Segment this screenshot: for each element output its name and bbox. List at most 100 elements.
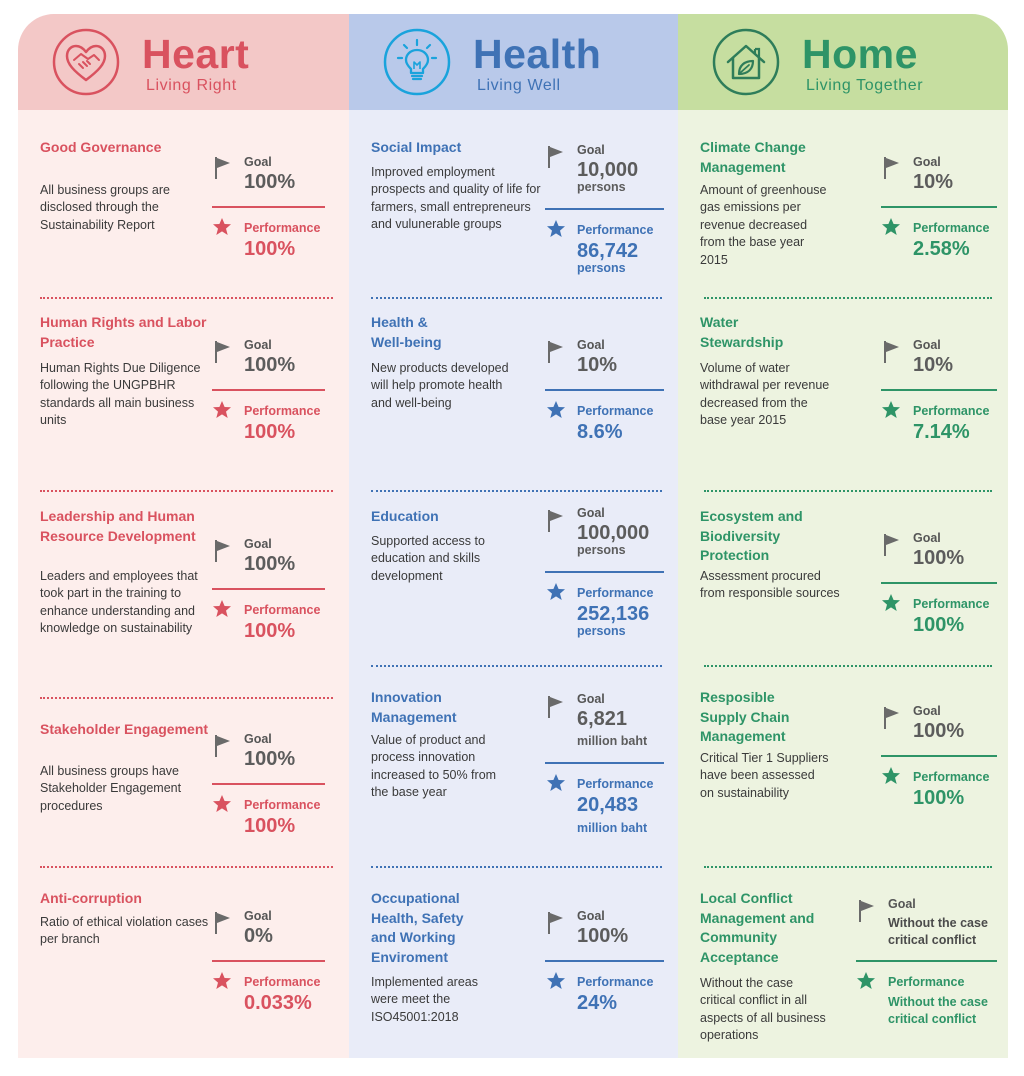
item-title: Occupational Health, Safety and Working …	[371, 890, 464, 965]
performance-value: 8.6%	[577, 421, 623, 443]
lightbulb-icon	[383, 28, 451, 96]
goal-label: Goal	[577, 909, 605, 923]
star-icon	[547, 401, 565, 418]
flag-icon	[548, 341, 563, 363]
item-title: Health & Well-being	[371, 314, 442, 350]
health-subtitle: Living Well	[477, 77, 561, 94]
divider	[881, 755, 997, 757]
dotted-divider	[40, 297, 333, 299]
flag-icon	[548, 912, 563, 934]
goal-value: 10,000	[577, 159, 639, 181]
goal-value: 10%	[577, 354, 618, 376]
performance-value: 100%	[244, 620, 296, 642]
house-leaf-icon	[712, 28, 780, 96]
goal-label: Goal	[913, 704, 941, 718]
star-icon	[882, 401, 900, 418]
home-header: Home Living Together	[678, 14, 1008, 110]
divider	[212, 960, 325, 962]
performance-label: Performance	[577, 777, 654, 791]
item-title: Water Stewardship	[700, 314, 784, 350]
star-icon	[213, 218, 231, 235]
divider	[881, 206, 997, 208]
item-description: Without the case critical conflict in al…	[700, 976, 826, 1043]
flag-icon	[548, 696, 563, 718]
star-icon	[882, 767, 900, 784]
dotted-divider	[704, 665, 992, 667]
dotted-divider	[371, 866, 662, 868]
flag-icon	[215, 540, 230, 562]
divider	[545, 762, 664, 764]
star-icon	[547, 972, 565, 989]
item-title: Local Conflict Management and Community …	[700, 890, 815, 965]
goal-label: Goal	[913, 338, 941, 352]
performance-value: 100%	[913, 787, 965, 809]
star-icon	[547, 583, 565, 600]
goal-label: Goal	[577, 143, 605, 157]
performance-value: 20,483	[577, 794, 639, 816]
performance-value: 100%	[244, 815, 296, 837]
star-icon	[882, 594, 900, 611]
goal-label: Goal	[244, 909, 272, 923]
item-description: Assessment procured from responsible sou…	[700, 569, 840, 601]
goal-value: 100%	[244, 354, 296, 376]
performance-value: 100%	[913, 614, 965, 636]
divider	[881, 582, 997, 584]
goal-label: Goal	[244, 732, 272, 746]
goal-label: Goal	[577, 506, 605, 520]
item-title: Climate Change Management	[700, 139, 806, 175]
performance-label: Performance	[913, 597, 990, 611]
performance-label: Performance	[244, 221, 321, 235]
performance-value: 86,742	[577, 240, 639, 262]
performance-label: Performance	[577, 404, 654, 418]
star-icon	[547, 774, 565, 791]
goal-label: Goal	[577, 692, 605, 706]
divider	[856, 960, 997, 962]
goal-value: 6,821	[577, 708, 628, 730]
divider	[545, 208, 664, 210]
home-title: Home	[802, 31, 918, 77]
star-icon	[857, 972, 875, 989]
item-description: Value of product and process innovation …	[371, 733, 497, 800]
item-description: Human Rights Due Diligence following the…	[40, 361, 201, 428]
goal-value: 100%	[913, 547, 965, 569]
goal-value: 0%	[244, 925, 273, 947]
flag-icon	[859, 900, 874, 922]
performance-label: Performance	[888, 975, 965, 989]
flag-icon	[215, 341, 230, 363]
divider	[212, 389, 325, 391]
performance-label: Performance	[244, 404, 321, 418]
goal-label: Goal	[888, 897, 916, 911]
heart-body: Good Governance All business groups are …	[18, 110, 349, 1058]
home-subtitle: Living Together	[806, 77, 924, 94]
performance-label: Performance	[913, 221, 990, 235]
divider	[545, 571, 664, 573]
dotted-divider	[704, 297, 992, 299]
performance-unit: million baht	[577, 821, 648, 835]
performance-label: Performance	[913, 770, 990, 784]
goal-label: Goal	[244, 537, 272, 551]
item-title: Resposible Supply Chain Management	[700, 689, 790, 744]
item-title: Ecosystem and Biodiversity Protection	[700, 508, 803, 563]
goal-value: 10%	[913, 171, 954, 193]
goal-value: 100%	[244, 171, 296, 193]
goal-unit: persons	[577, 543, 626, 557]
performance-label: Performance	[577, 975, 654, 989]
heart-header: Heart Living Right	[18, 14, 349, 110]
dotted-divider	[371, 490, 662, 492]
item-description: All business groups have Stakeholder Eng…	[40, 764, 182, 813]
star-icon	[547, 220, 565, 237]
performance-value: 100%	[244, 238, 296, 260]
dotted-divider	[704, 490, 992, 492]
flag-icon	[548, 146, 563, 168]
item-description: Supported access to education and skills…	[371, 534, 485, 583]
item-title: Education	[371, 508, 439, 524]
goal-value: 10%	[913, 354, 954, 376]
health-body: Social Impact Improved employment prospe…	[349, 110, 678, 1058]
goal-label: Goal	[913, 531, 941, 545]
star-icon	[213, 600, 231, 617]
dotted-divider	[704, 866, 992, 868]
goal-unit: persons	[577, 180, 626, 194]
item-description: Critical Tier 1 Suppliers have been asse…	[700, 751, 829, 800]
item-description: Ratio of ethical violation cases per bra…	[40, 915, 209, 947]
heart-title: Heart	[142, 31, 250, 77]
